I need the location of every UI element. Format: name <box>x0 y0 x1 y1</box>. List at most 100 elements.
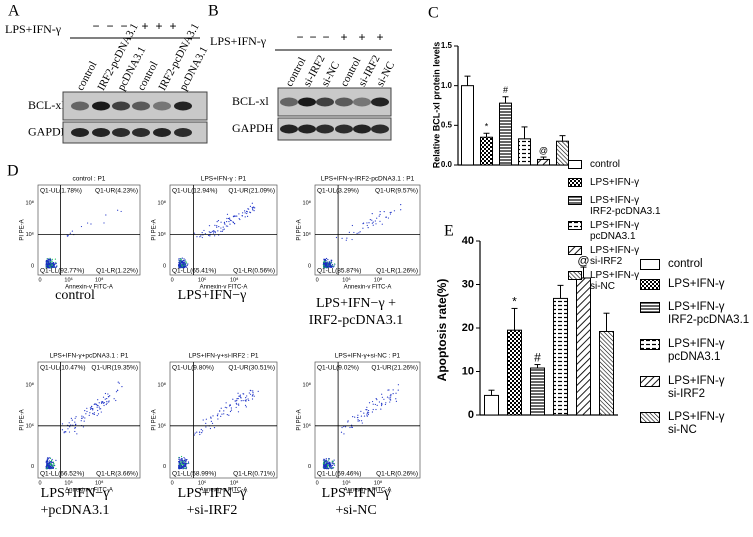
event-dot <box>100 411 102 413</box>
event-dot <box>236 215 238 217</box>
quadrant-label: Q1-LL(58.99%) <box>172 471 216 478</box>
event-dot <box>356 232 358 235</box>
event-dot <box>357 419 359 421</box>
event-dot <box>67 428 69 430</box>
band <box>92 101 110 111</box>
event-dot <box>52 262 54 264</box>
event-dot <box>184 266 186 269</box>
event-dot <box>49 465 52 468</box>
flow-title: LPS+IFN-γ+si-NC : P1 <box>335 353 401 360</box>
event-dot <box>372 221 374 223</box>
event-dot <box>208 231 210 233</box>
event-dot <box>178 264 180 266</box>
y-tick-label: 40 <box>462 235 474 247</box>
event-dot <box>185 262 188 264</box>
event-dot <box>55 467 57 470</box>
event-dot <box>351 426 354 428</box>
event-dot <box>182 259 184 262</box>
event-dot <box>237 397 239 400</box>
event-dot <box>248 392 250 394</box>
event-dot <box>234 400 236 402</box>
event-dot <box>242 212 244 214</box>
significance-marker: @ <box>577 253 589 267</box>
quadrant-label: Q1-UR(21.26%) <box>371 365 418 372</box>
band <box>71 101 89 111</box>
event-dot <box>81 417 83 420</box>
event-dot <box>333 459 335 461</box>
event-dot <box>325 465 327 467</box>
event-dot <box>201 432 203 434</box>
significance-marker: # <box>503 85 508 95</box>
event-dot <box>96 404 98 406</box>
event-dot <box>388 389 390 391</box>
event-dot <box>48 265 51 267</box>
event-dot <box>252 208 254 210</box>
event-dot <box>379 220 381 222</box>
event-dot <box>51 262 53 264</box>
event-dot <box>61 429 64 431</box>
bar <box>480 136 493 166</box>
event-dot <box>107 396 110 398</box>
event-dot <box>376 217 378 219</box>
band <box>174 101 192 111</box>
event-dot <box>328 463 330 465</box>
event-dot <box>105 403 107 406</box>
legend-label: LPS+IFN-γ IRF2-pcDNA3.1 <box>590 195 661 217</box>
legend-swatch <box>640 339 660 350</box>
event-dot <box>395 400 397 403</box>
event-dot <box>322 264 325 266</box>
event-dot <box>383 398 385 400</box>
event-dot <box>322 459 325 461</box>
bar <box>507 329 522 416</box>
event-dot <box>368 402 371 404</box>
event-dot <box>324 262 326 264</box>
bar <box>530 367 545 416</box>
event-dot <box>46 467 48 469</box>
event-dot <box>183 263 185 265</box>
quadrant-label: Q1-UL(10.47%) <box>40 365 86 372</box>
event-dot <box>229 404 231 407</box>
y-tick-label: 10⁸ <box>26 199 34 206</box>
event-dot <box>244 210 246 212</box>
event-dot <box>236 403 238 405</box>
y-axis-label: Apoptosis rate(%) <box>435 279 449 382</box>
event-dot <box>69 232 71 234</box>
event-dot <box>240 397 242 399</box>
event-dot <box>376 399 378 401</box>
event-dot <box>389 213 392 215</box>
event-dot <box>332 463 334 465</box>
event-dot <box>186 266 188 268</box>
event-dot <box>331 464 334 467</box>
quadrant-label: Q1-LR(0.56%) <box>233 268 275 275</box>
y-axis-label: PI PE-A <box>297 219 303 240</box>
event-dot <box>228 217 231 219</box>
event-dot <box>327 460 329 463</box>
event-dot <box>51 261 53 263</box>
event-dot <box>52 465 54 467</box>
event-dot <box>52 266 54 269</box>
event-dot <box>178 458 180 460</box>
event-dot <box>47 260 49 263</box>
event-dot <box>183 456 185 459</box>
event-dot <box>51 258 53 260</box>
event-dot <box>185 459 187 461</box>
event-dot <box>371 400 374 403</box>
event-dot <box>326 262 329 264</box>
flow-title: control : P1 <box>73 176 106 183</box>
event-dot <box>178 460 180 463</box>
event-dot <box>199 433 201 436</box>
event-dot <box>193 434 196 436</box>
quadrant-label: Q1-UR(9.57%) <box>375 188 418 195</box>
event-dot <box>89 408 92 410</box>
event-dot <box>48 264 50 266</box>
event-dot <box>184 467 186 469</box>
event-dot <box>179 266 181 268</box>
legend-entry: LPS+IFN-γ pcDNA3.1 <box>640 338 725 363</box>
event-dot <box>185 461 187 463</box>
event-dot <box>89 412 91 414</box>
x-tick-label: 10⁸ <box>374 479 382 486</box>
event-dot <box>325 259 327 261</box>
legend-label: LPS+IFN-γ si-IRF2 <box>590 245 640 267</box>
event-dot <box>63 432 65 434</box>
event-dot <box>235 406 237 409</box>
